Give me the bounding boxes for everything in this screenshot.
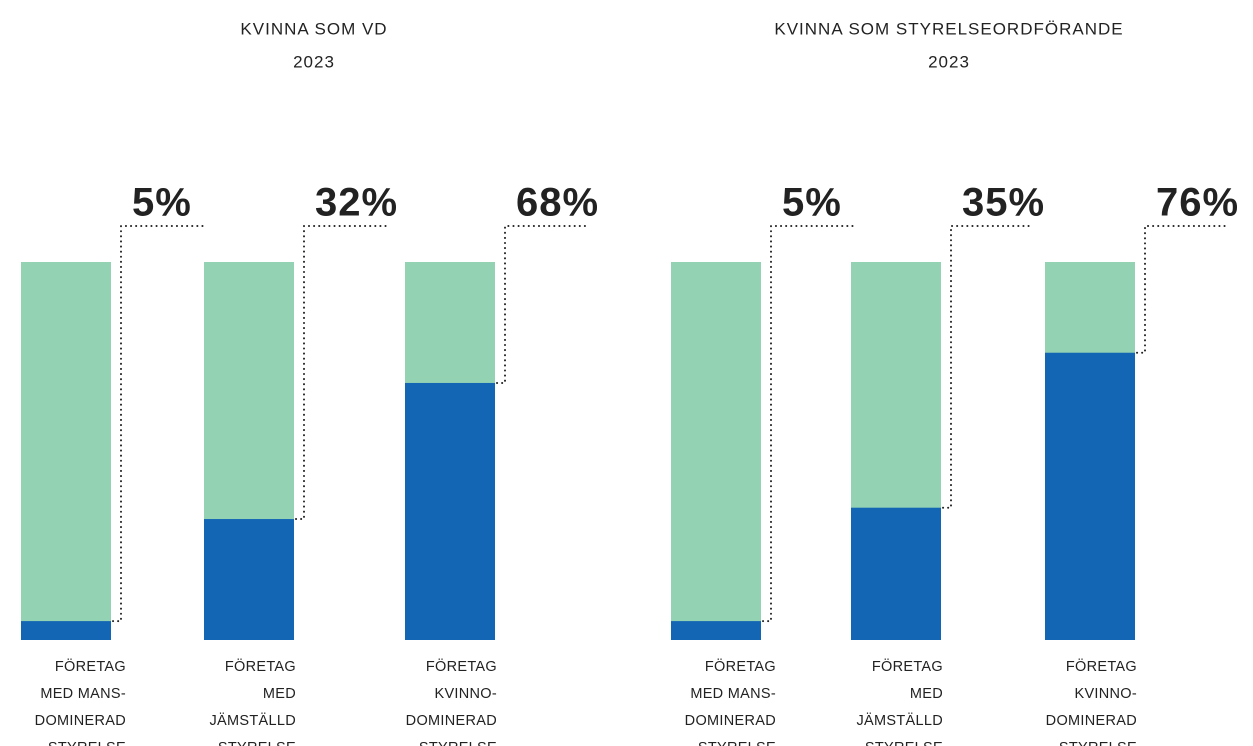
category-label: MED bbox=[263, 686, 296, 702]
leader-line bbox=[1136, 225, 1228, 354]
bar bbox=[851, 507, 941, 640]
chart-subtitle: 2023 bbox=[293, 52, 335, 71]
category-label: KVINNO- bbox=[434, 686, 497, 702]
value-label: 32% bbox=[315, 181, 398, 225]
category-label: STYRELSE bbox=[865, 740, 943, 746]
bar-background bbox=[21, 262, 111, 640]
category-label: JÄMSTÄLLD bbox=[210, 712, 297, 729]
category-label: MED MANS- bbox=[40, 686, 126, 702]
value-label: 5% bbox=[782, 181, 842, 225]
category-label: FÖRETAG bbox=[225, 657, 296, 675]
chart-title: KVINNA SOM VD bbox=[240, 19, 387, 38]
leader-line bbox=[762, 225, 854, 623]
category-label: MED bbox=[910, 686, 943, 702]
leader-line bbox=[942, 225, 1034, 509]
category-label: DOMINERAD bbox=[35, 713, 126, 729]
value-label: 76% bbox=[1156, 181, 1239, 225]
category-label: DOMINERAD bbox=[406, 713, 497, 729]
category-label: FÖRETAG bbox=[705, 657, 776, 675]
category-label: FÖRETAG bbox=[872, 657, 943, 675]
category-label: DOMINERAD bbox=[1046, 713, 1137, 729]
bar bbox=[405, 382, 495, 640]
category-label: STYRELSE bbox=[419, 740, 497, 746]
chart-subtitle: 2023 bbox=[928, 52, 970, 71]
leader-line bbox=[295, 225, 387, 521]
bar bbox=[204, 519, 294, 640]
leader-line bbox=[496, 225, 588, 384]
value-label: 68% bbox=[516, 181, 599, 225]
category-label: DOMINERAD bbox=[685, 713, 776, 729]
category-label: KVINNO- bbox=[1074, 686, 1137, 702]
chart-title: KVINNA SOM STYRELSEORDFÖRANDE bbox=[774, 19, 1123, 38]
leader-line bbox=[112, 225, 204, 623]
category-label: STYRELSE bbox=[218, 740, 296, 746]
category-label: STYRELSE bbox=[48, 740, 126, 746]
category-label: STYRELSE bbox=[1059, 740, 1137, 746]
value-label: 5% bbox=[132, 181, 192, 225]
category-label: FÖRETAG bbox=[426, 657, 497, 675]
bar bbox=[21, 621, 111, 640]
category-label: FÖRETAG bbox=[55, 657, 126, 675]
category-label: FÖRETAG bbox=[1066, 657, 1137, 675]
category-label: JÄMSTÄLLD bbox=[857, 712, 944, 729]
value-label: 35% bbox=[962, 181, 1045, 225]
bar-background bbox=[671, 262, 761, 640]
category-label: MED MANS- bbox=[690, 686, 776, 702]
category-label: STYRELSE bbox=[698, 740, 776, 746]
bar bbox=[1045, 352, 1135, 640]
bar bbox=[671, 621, 761, 640]
